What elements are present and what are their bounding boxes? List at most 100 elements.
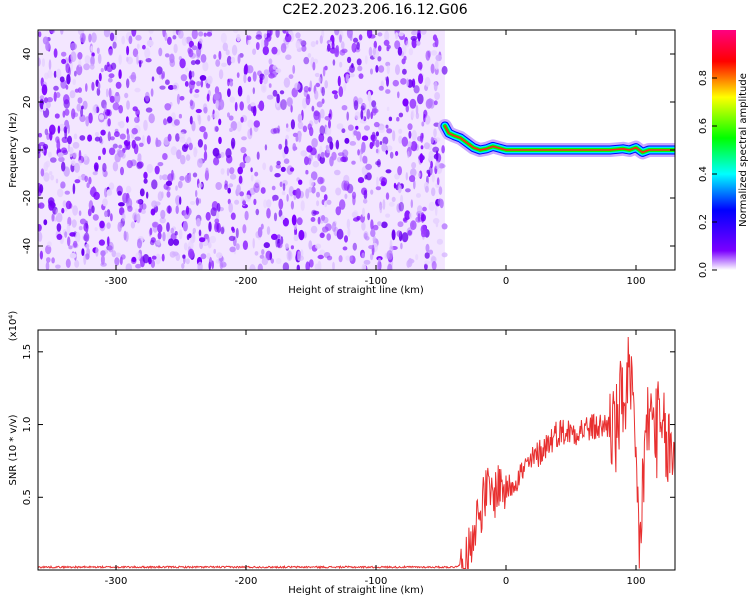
noise-blob [54, 113, 60, 119]
noise-blob [257, 104, 261, 109]
noise-blob [409, 175, 416, 183]
snr-frame [37, 329, 676, 571]
noise-blob [346, 30, 353, 39]
noise-blob [357, 149, 360, 156]
noise-blob [50, 174, 54, 181]
noise-blob [398, 135, 403, 144]
colorbar-label: Normalized spectral amplitude [738, 73, 749, 227]
noise-blob [296, 264, 300, 270]
noise-blob [416, 193, 421, 198]
noise-blob [335, 45, 340, 54]
noise-blob [39, 184, 44, 194]
noise-blob [320, 151, 325, 158]
noise-blob [205, 211, 211, 221]
noise-blob [410, 141, 418, 152]
noise-blob [126, 56, 129, 62]
noise-blob [297, 131, 302, 143]
noise-blob [341, 41, 345, 50]
noise-blob [181, 36, 188, 46]
noise-blob [100, 262, 107, 267]
noise-blob [431, 187, 436, 197]
noise-blob [92, 171, 98, 176]
noise-blob [433, 81, 438, 92]
noise-blob [385, 124, 389, 129]
noise-blob [352, 195, 356, 206]
noise-blob [213, 93, 221, 101]
noise-blob [326, 255, 333, 261]
noise-blob [364, 125, 370, 131]
noise-blob [79, 114, 86, 123]
noise-blob [192, 172, 198, 178]
noise-blob [230, 137, 236, 149]
noise-blob [385, 192, 390, 200]
noise-blob [358, 34, 363, 41]
noise-blob [138, 142, 144, 147]
noise-blob [118, 54, 122, 65]
noise-blob [199, 75, 207, 81]
noise-blob [112, 143, 118, 149]
x-axis-ticks: -300 -200 -100 0 100 [105, 330, 646, 587]
noise-blob [246, 94, 251, 105]
noise-blob [253, 198, 257, 206]
noise-blob [268, 83, 272, 88]
noise-blob [346, 111, 350, 121]
noise-blob [193, 93, 200, 99]
noise-blob [386, 76, 389, 87]
noise-blob [136, 199, 143, 204]
noise-blob [98, 136, 103, 144]
noise-blob [260, 223, 264, 230]
noise-blob [142, 254, 150, 264]
noise-blob [411, 129, 417, 141]
noise-blob [385, 61, 391, 67]
noise-blob [220, 226, 225, 235]
noise-blob [114, 131, 120, 138]
snr-series-line [38, 336, 675, 570]
noise-blob [185, 258, 190, 265]
noise-blob [175, 253, 181, 261]
noise-blob [377, 56, 382, 62]
x-axis-label: Height of straight line (km) [288, 285, 424, 296]
noise-blob [81, 248, 85, 256]
noise-blob [310, 217, 316, 222]
noise-blob [40, 168, 45, 177]
noise-blob [405, 40, 410, 48]
noise-blob [109, 32, 115, 42]
noise-blob [74, 70, 77, 77]
noise-blob [352, 242, 357, 251]
noise-blob [402, 217, 407, 222]
noise-blob [136, 43, 140, 50]
noise-blob [363, 232, 368, 240]
noise-blob [226, 167, 230, 177]
x-tick-label: -200 [235, 276, 258, 287]
noise-blob [347, 124, 354, 131]
noise-blob [229, 167, 235, 175]
noise-blob [278, 209, 283, 218]
noise-blob [229, 246, 236, 253]
noise-blob [110, 213, 113, 222]
noise-blob [263, 38, 269, 48]
noise-blob [428, 249, 434, 255]
noise-blob [218, 136, 222, 145]
noise-blob [195, 218, 201, 227]
noise-blob [397, 91, 400, 99]
noise-blob [228, 115, 234, 121]
noise-blob [83, 254, 87, 265]
noise-blob [146, 39, 154, 47]
noise-blob [46, 132, 50, 140]
noise-blob [292, 64, 296, 74]
noise-blob [81, 105, 84, 110]
noise-blob [381, 221, 388, 229]
noise-blob [284, 33, 292, 43]
noise-blob [72, 205, 78, 216]
noise-blob [321, 98, 325, 104]
noise-blob [134, 136, 141, 141]
noise-blob [375, 148, 379, 154]
noise-blob [367, 90, 372, 102]
noise-blob [315, 243, 322, 249]
noise-blob [298, 229, 305, 241]
noise-blob [127, 205, 133, 212]
noise-blob [161, 174, 169, 181]
noise-blob [197, 139, 203, 148]
noise-blob [230, 121, 238, 131]
noise-blob [65, 84, 69, 90]
